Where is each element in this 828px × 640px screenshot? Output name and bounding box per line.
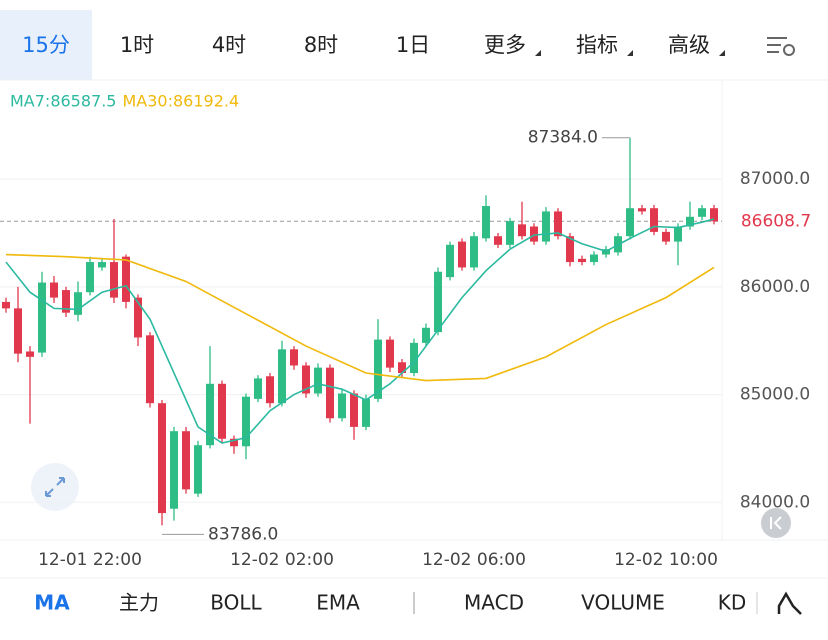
x-tick-label: 12-02 10:00: [614, 550, 718, 570]
ma-line: [5, 218, 715, 444]
candle-body: [566, 236, 574, 263]
candle-body: [98, 262, 106, 268]
candle-body: [506, 221, 514, 245]
candle-body: [74, 292, 82, 315]
candle-body: [2, 301, 10, 309]
timeframe-tab[interactable]: 更多: [484, 33, 526, 57]
high-marker-label: 87384.0: [528, 128, 598, 148]
timeframe-tab[interactable]: 15分: [22, 33, 70, 57]
y-tick-label: 87000.0: [740, 169, 810, 189]
candle-body: [50, 282, 58, 298]
indicator-tab[interactable]: EMA: [316, 591, 360, 615]
ma-line: [5, 253, 715, 382]
candle-body: [494, 236, 502, 245]
candle-body: [554, 211, 562, 237]
dropdown-caret: [719, 50, 725, 56]
candle-body: [434, 271, 442, 333]
indicator-tab[interactable]: VOLUME: [581, 591, 665, 615]
candle-body: [170, 431, 178, 509]
candle-body: [626, 208, 634, 237]
candle-body: [518, 224, 526, 237]
x-tick-label: 12-02 02:00: [230, 550, 334, 570]
candle-body: [206, 383, 214, 446]
candle-body: [254, 378, 262, 399]
timeframe-tab[interactable]: 高级: [668, 33, 710, 57]
candle-body: [230, 438, 238, 447]
candle-body: [338, 393, 346, 419]
dropdown-caret: [627, 50, 633, 56]
candle-body: [242, 396, 250, 447]
low-marker-label: 83786.0: [208, 524, 278, 544]
indicator-tab[interactable]: 主力: [119, 591, 159, 615]
candle-body: [710, 208, 718, 222]
candle-body: [278, 349, 286, 404]
candle-body: [398, 362, 406, 374]
candle-body: [362, 398, 370, 427]
candle-body: [530, 226, 538, 242]
candle-body: [326, 367, 334, 419]
candle-body: [302, 365, 310, 394]
candle-body: [446, 244, 454, 278]
candle-body: [218, 383, 226, 439]
candle-body: [374, 339, 382, 399]
settings-icon[interactable]: [767, 37, 795, 56]
candle-body: [350, 393, 358, 427]
ma-legend: MA30:86192.4: [122, 92, 239, 111]
timeframe-tab[interactable]: 1时: [120, 33, 154, 57]
y-tick-label: 85000.0: [740, 385, 810, 405]
candle-body: [314, 367, 322, 394]
x-tick-label: 12-02 06:00: [422, 550, 526, 570]
timeframe-tab[interactable]: 指标: [576, 33, 618, 57]
candle-body: [590, 254, 598, 263]
candle-body: [110, 262, 118, 298]
candle-body: [638, 208, 646, 212]
drawing-tool-icon[interactable]: [777, 591, 802, 615]
indicator-tab[interactable]: MACD: [464, 591, 524, 615]
candle-body: [122, 256, 130, 302]
candle-body: [482, 206, 490, 239]
candle-body: [62, 290, 70, 313]
candle-body: [410, 342, 418, 374]
candle-body: [674, 226, 682, 242]
indicator-tab[interactable]: MA: [34, 591, 70, 615]
indicator-tab[interactable]: BOLL: [210, 591, 262, 615]
candle-body: [470, 236, 478, 268]
candle-body: [686, 216, 694, 227]
timeframe-tab[interactable]: 8时: [304, 33, 338, 57]
candle-body: [194, 445, 202, 494]
y-tick-label: 84000.0: [740, 492, 810, 512]
scroll-latest-button[interactable]: [761, 508, 791, 538]
candle-body: [14, 308, 22, 354]
candle-body: [422, 327, 430, 343]
candle-body: [38, 282, 46, 353]
candle-body: [134, 297, 142, 338]
candle-body: [86, 262, 94, 293]
candle-body: [290, 349, 298, 366]
selected-tab-bg: [0, 10, 92, 80]
x-tick-label: 12-01 22:00: [38, 550, 142, 570]
candle-body: [458, 241, 466, 268]
candle-body: [146, 335, 154, 404]
candle-body: [542, 211, 550, 242]
expand-button[interactable]: [31, 463, 79, 511]
timeframe-tab[interactable]: 4时: [212, 33, 246, 57]
candle-body: [662, 231, 670, 242]
candle-body: [650, 208, 658, 232]
y-tick-label: 86000.0: [740, 277, 810, 297]
candle-body: [182, 431, 190, 490]
ma-legend: MA7:86587.5: [10, 92, 116, 111]
timeframe-tab[interactable]: 1日: [396, 33, 430, 57]
candle-body: [698, 208, 706, 217]
last-price-label: 86608.7: [741, 211, 811, 231]
candle-body: [578, 258, 586, 263]
candle-body: [266, 376, 274, 404]
candle-body: [26, 351, 34, 357]
candle-body: [386, 339, 394, 368]
candle-body: [158, 403, 166, 514]
dropdown-caret: [535, 50, 541, 56]
indicator-tab[interactable]: KD: [718, 591, 747, 615]
